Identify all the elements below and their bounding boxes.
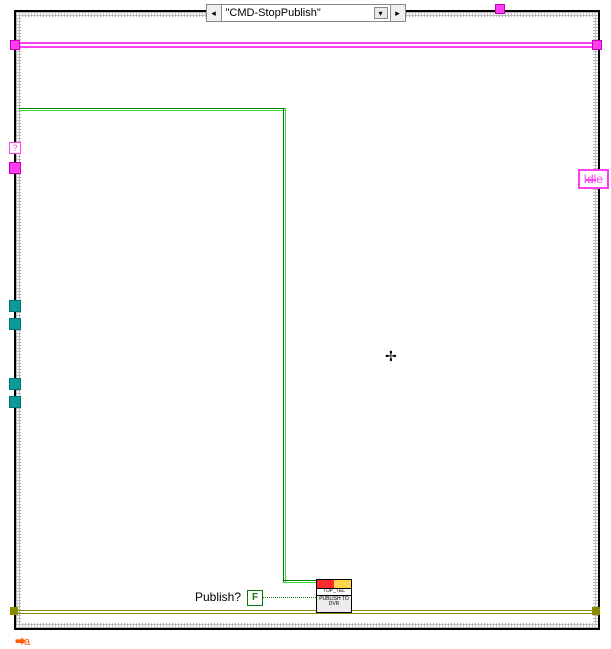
tunnel-left-teal-4 bbox=[9, 396, 21, 408]
case-selector-value: "CMD-StopPublish" bbox=[226, 7, 321, 19]
green-wire-h1 bbox=[19, 108, 285, 111]
tunnel-left-pink bbox=[9, 162, 21, 174]
green-wire-dotted bbox=[263, 597, 316, 598]
case-selector-field[interactable]: "CMD-StopPublish" ▾ bbox=[222, 4, 390, 22]
subvi-header-yellow bbox=[334, 580, 351, 588]
case-selector[interactable]: ◂ "CMD-StopPublish" ▾ ▸ bbox=[206, 4, 406, 22]
pink-wire-idle bbox=[586, 179, 596, 181]
shift-register-label: ⮕a bbox=[15, 633, 30, 649]
green-wire-v1 bbox=[283, 108, 286, 582]
subvi-body-text: PUBLISH TO DVR bbox=[317, 596, 351, 614]
tunnel-left-conditional: ? bbox=[9, 142, 21, 154]
pink-wire-top-a bbox=[16, 42, 596, 44]
pink-wire-left-end bbox=[10, 40, 20, 50]
tunnel-left-teal-2 bbox=[9, 318, 21, 330]
olive-wire-left-end bbox=[10, 607, 18, 615]
subvi-publish-to-dvr[interactable]: TOP_TEL PUBLISH TO DVR bbox=[316, 579, 352, 613]
case-next-button[interactable]: ▸ bbox=[390, 4, 406, 22]
pink-wire-right-end bbox=[592, 40, 602, 50]
tunnel-left-teal-1 bbox=[9, 300, 21, 312]
pink-wire-top-b bbox=[16, 46, 596, 48]
case-structure-frame bbox=[14, 10, 600, 630]
boolean-constant-false[interactable]: F bbox=[247, 590, 263, 606]
olive-wire-bottom bbox=[16, 610, 596, 614]
cursor-icon: ✢ bbox=[385, 348, 397, 365]
subvi-header-red bbox=[317, 580, 334, 588]
olive-wire-right-end bbox=[592, 607, 600, 615]
label-publish: Publish? bbox=[195, 590, 241, 604]
case-selector-terminal bbox=[495, 4, 505, 14]
case-prev-button[interactable]: ◂ bbox=[206, 4, 222, 22]
boolean-constant-false-glyph: F bbox=[252, 592, 258, 603]
case-selector-dropdown-icon[interactable]: ▾ bbox=[374, 7, 388, 19]
green-wire-h2 bbox=[283, 580, 318, 583]
tunnel-left-teal-3 bbox=[9, 378, 21, 390]
